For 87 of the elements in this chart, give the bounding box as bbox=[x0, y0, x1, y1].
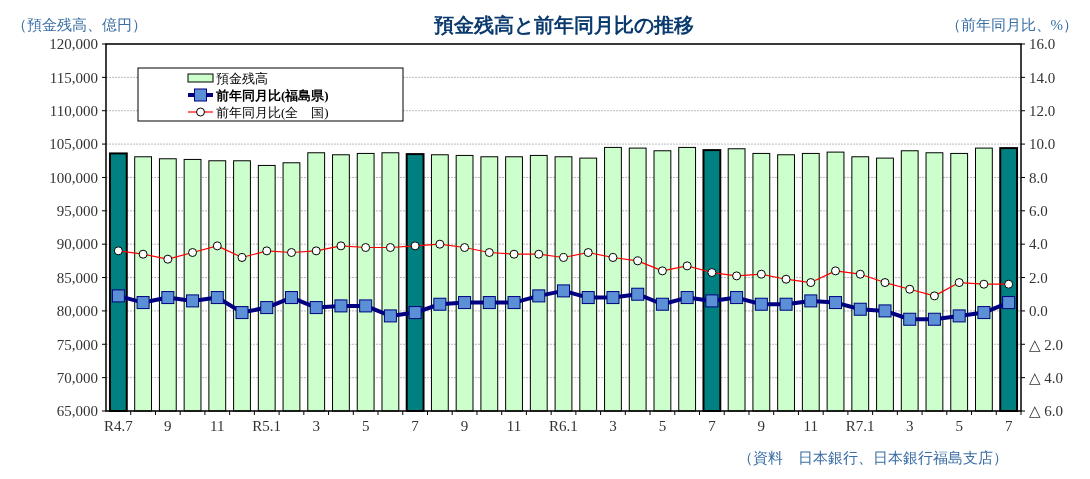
y-tick-label: 90,000 bbox=[56, 236, 98, 253]
y2-tick-label: 16.0 bbox=[1029, 36, 1056, 53]
point bbox=[408, 306, 422, 320]
point bbox=[581, 291, 595, 305]
y-tick-label: 85,000 bbox=[56, 269, 98, 286]
x-tick-label: 7 bbox=[411, 418, 420, 434]
x-tick-label: 9 bbox=[460, 418, 469, 434]
x-tick-label: 9 bbox=[164, 418, 172, 434]
chart-title: 預金残高と前年同月比の推移 bbox=[432, 14, 694, 36]
x-tick-label: 3 bbox=[905, 418, 914, 434]
point bbox=[532, 289, 546, 303]
text: （資料 日本銀行、日本銀行福島支店） bbox=[738, 450, 1008, 466]
point bbox=[383, 309, 397, 323]
y-tick-label: 75,000 bbox=[56, 336, 98, 353]
legend-label: 前年同月比(福島県) bbox=[215, 87, 329, 103]
y2-tick-label: 6.0 bbox=[1029, 203, 1048, 220]
point bbox=[853, 302, 867, 316]
point bbox=[754, 297, 768, 311]
x-tick-label: R7.1 bbox=[845, 418, 875, 434]
point bbox=[507, 296, 521, 310]
point bbox=[631, 287, 645, 301]
point bbox=[804, 294, 818, 308]
y-tick-label: 80,000 bbox=[56, 303, 98, 320]
y-tick-label: 110,000 bbox=[49, 102, 98, 119]
point bbox=[136, 296, 150, 310]
x-tick-label: 11 bbox=[803, 418, 819, 434]
x-tick-label: 3 bbox=[312, 418, 320, 434]
y-tick-label: 70,000 bbox=[56, 369, 98, 386]
point bbox=[680, 291, 694, 305]
point bbox=[433, 297, 447, 311]
y-tick-label: 65,000 bbox=[56, 403, 98, 420]
point bbox=[334, 299, 348, 313]
point bbox=[779, 297, 793, 311]
point bbox=[235, 306, 249, 320]
point bbox=[705, 294, 719, 308]
x-tick-label: 3 bbox=[609, 418, 617, 434]
y-tick-label: 95,000 bbox=[56, 203, 98, 220]
legend-label: 前年同月比(全 国) bbox=[216, 104, 329, 120]
y2-tick-label: △ 6.0 bbox=[1029, 403, 1064, 420]
y-tick-label: 115,000 bbox=[49, 69, 98, 86]
y2-tick-label: 8.0 bbox=[1029, 169, 1048, 186]
x-tick-label: 11 bbox=[210, 418, 225, 434]
legend-label: 預金残高 bbox=[216, 70, 268, 86]
point bbox=[903, 312, 917, 326]
x-tick-label: 5 bbox=[361, 418, 370, 434]
x-tick-label: R5.1 bbox=[252, 418, 282, 434]
y-tick-label: 100,000 bbox=[49, 169, 98, 186]
x-tick-label: R4.7 bbox=[103, 418, 134, 434]
x-tick-label: 11 bbox=[506, 418, 522, 434]
point bbox=[458, 296, 472, 310]
point bbox=[284, 291, 298, 305]
y-tick-label: 120,000 bbox=[49, 36, 98, 53]
point bbox=[952, 309, 966, 323]
point bbox=[482, 296, 496, 310]
point bbox=[1002, 296, 1016, 310]
y2-axis-title: （前年同月比、%） bbox=[945, 17, 1078, 33]
y2-tick-label: 12.0 bbox=[1029, 102, 1056, 119]
x-tick-label: R6.1 bbox=[549, 418, 578, 434]
y2-tick-label: 14.0 bbox=[1029, 69, 1056, 86]
y2-tick-label: 10.0 bbox=[1029, 136, 1056, 153]
point bbox=[309, 301, 323, 315]
x-tick-label: 9 bbox=[757, 418, 766, 434]
y2-tick-label: 4.0 bbox=[1029, 236, 1048, 253]
y2-tick-label: 2.0 bbox=[1029, 269, 1048, 286]
point bbox=[730, 291, 744, 305]
point bbox=[977, 306, 991, 320]
point bbox=[606, 291, 620, 305]
x-tick-label: 7 bbox=[1004, 418, 1013, 434]
point bbox=[186, 294, 200, 308]
point bbox=[878, 304, 892, 318]
point bbox=[829, 296, 843, 310]
point bbox=[359, 299, 373, 313]
y2-tick-label: △ 4.0 bbox=[1029, 369, 1064, 386]
y-axis-title: （預金残高、億円） bbox=[12, 17, 147, 33]
x-tick-label: 5 bbox=[658, 418, 667, 434]
x-tick-label: 5 bbox=[955, 418, 963, 434]
x-tick-label: 7 bbox=[708, 418, 717, 434]
point bbox=[161, 291, 175, 305]
y2-tick-label: △ 2.0 bbox=[1029, 336, 1064, 353]
point bbox=[210, 291, 224, 305]
point bbox=[111, 289, 125, 303]
y2-tick-label: 0.0 bbox=[1029, 303, 1048, 320]
point bbox=[655, 297, 669, 311]
point bbox=[927, 312, 941, 326]
point bbox=[557, 284, 570, 298]
y-tick-label: 105,000 bbox=[49, 136, 98, 153]
point bbox=[260, 301, 274, 315]
